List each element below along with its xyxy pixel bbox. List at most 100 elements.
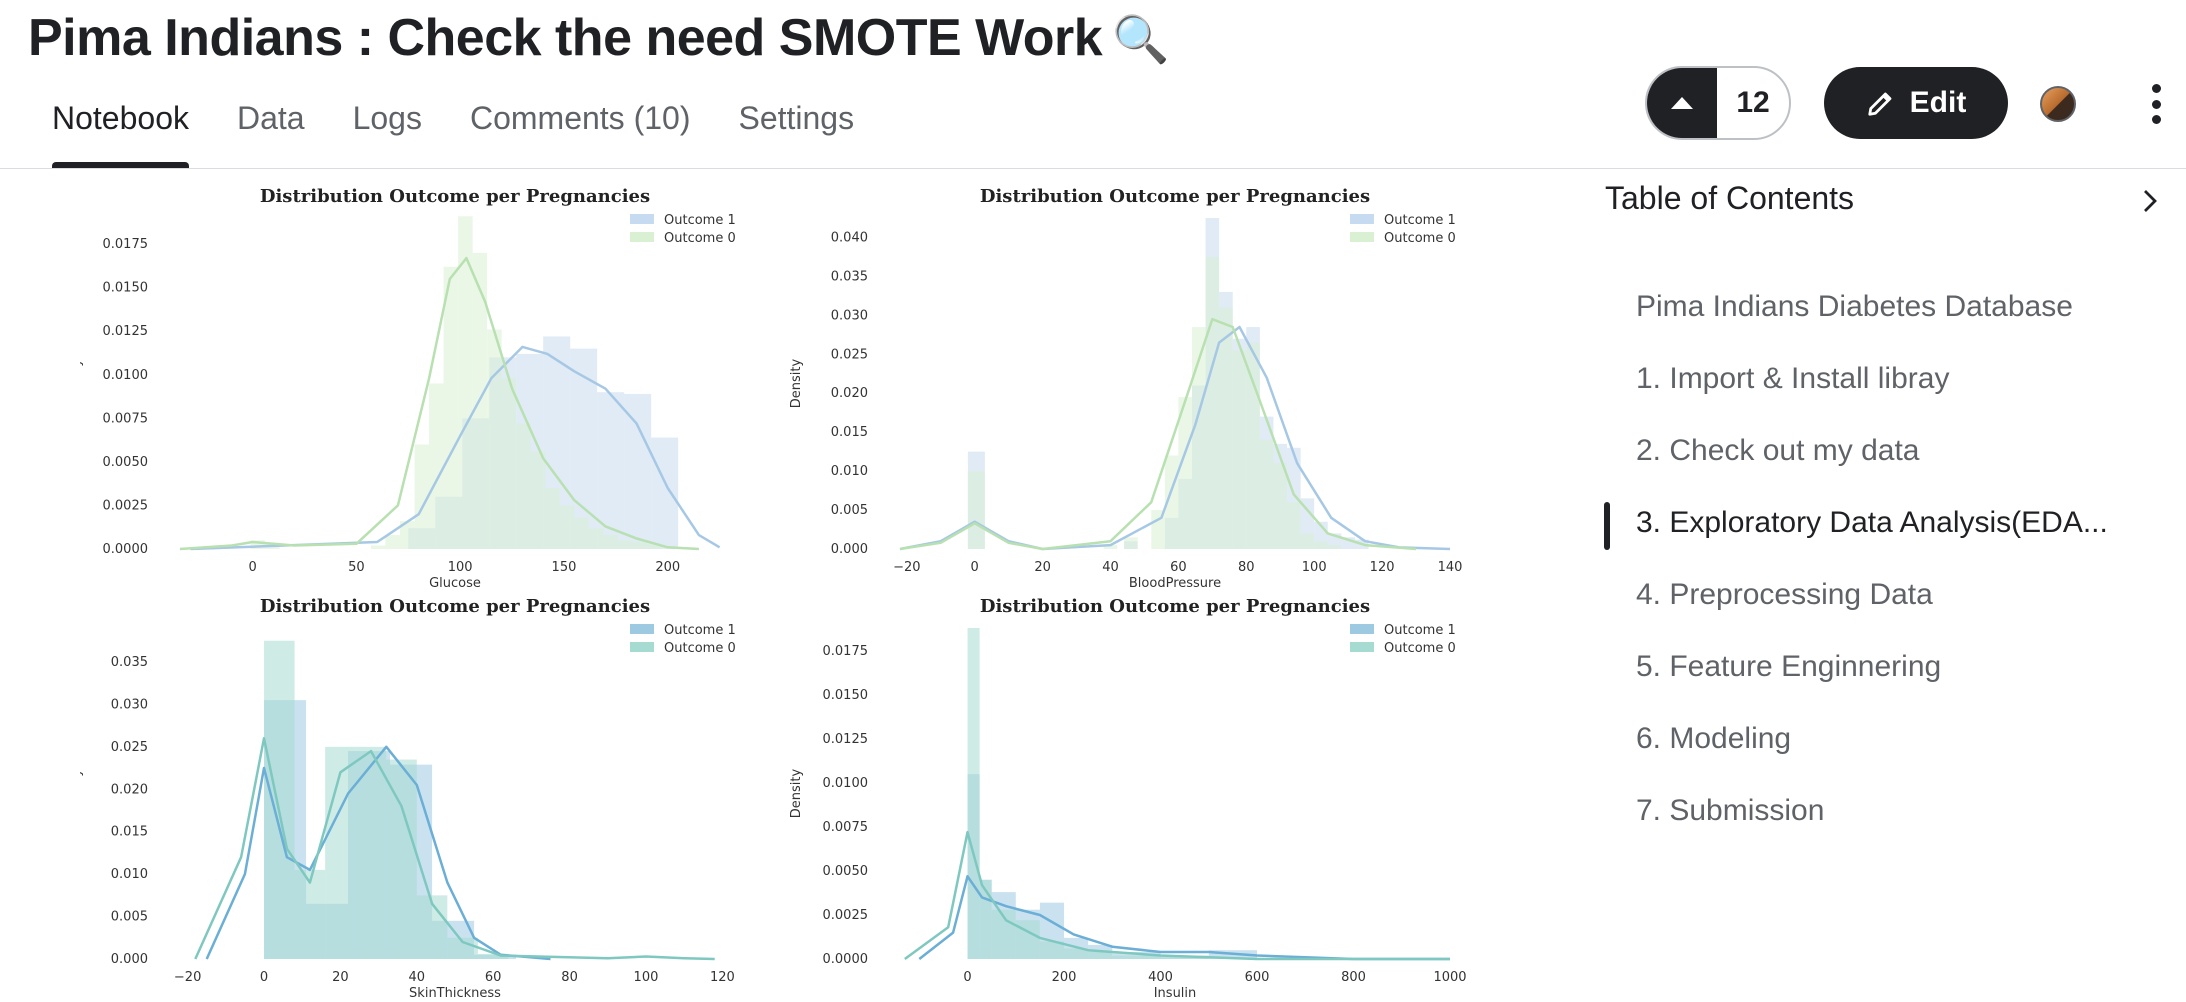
y-tick-label: 0.000 <box>111 952 148 967</box>
y-tick-label: 0.0000 <box>823 952 869 967</box>
upvote-control: 12 <box>1645 66 1791 140</box>
histogram-bar <box>294 869 326 959</box>
histogram-bar <box>1103 545 1118 549</box>
histogram-bar <box>447 937 478 959</box>
distribution-charts: Distribution Outcome per Pregnancies 0 50 1… <box>80 186 1467 1001</box>
more-options-icon[interactable] <box>2144 84 2168 124</box>
tab-settings[interactable]: Settings <box>738 100 855 136</box>
histogram-bar <box>967 628 980 959</box>
edit-button[interactable]: Edit <box>1824 67 2008 139</box>
x-tick-label: −20 <box>174 970 201 985</box>
toc-item[interactable]: 2. Check out my data <box>1636 434 1920 467</box>
toc-item[interactable]: 4. Preprocessing Data <box>1636 578 1933 611</box>
x-tick-label: 80 <box>1238 560 1255 575</box>
x-tick-label: 150 <box>552 560 577 575</box>
histogram-bar <box>370 545 386 549</box>
histogram-bar <box>617 540 633 549</box>
toc-item[interactable]: 5. Feature Enginnering <box>1636 650 1942 683</box>
chart-title: Distribution Outcome per Pregnancies <box>260 186 650 207</box>
histogram-bar <box>1039 941 1065 959</box>
histogram-bar <box>1232 350 1247 549</box>
histogram-bar <box>530 451 546 549</box>
page-title: Pima Indians : Check the need SMOTE Work… <box>28 8 1169 68</box>
kde-line <box>899 325 1451 551</box>
toc-item[interactable]: Pima Indians Diabetes Database <box>1636 290 2073 323</box>
x-tick-label: 120 <box>710 970 735 985</box>
x-tick-label: 400 <box>1148 970 1173 985</box>
caret-up-icon <box>1671 97 1693 109</box>
toc-item[interactable]: 6. Modeling <box>1636 722 1792 755</box>
histogram-bar <box>501 378 517 549</box>
legend-label: Outcome 0 <box>664 641 736 656</box>
y-tick-label: 0.0025 <box>103 498 149 513</box>
y-tick-label: 0.0025 <box>823 908 869 923</box>
header-divider <box>0 168 2186 169</box>
x-axis-label: Insulin <box>1154 986 1197 1001</box>
kde-line <box>190 345 721 551</box>
x-tick-label: 0 <box>249 560 257 575</box>
toc-item[interactable]: 3. Exploratory Data Analysis(EDA... <box>1636 506 2108 539</box>
toc-title: Table of Contents <box>1605 180 1855 216</box>
x-tick-label: 120 <box>1370 560 1395 575</box>
histogram-bar <box>250 540 266 549</box>
histogram-bar <box>516 423 531 549</box>
y-tick-label: 0.0125 <box>823 732 869 747</box>
notebook-tabs: Notebook Data Logs Comments (10) Setting… <box>52 96 902 168</box>
x-axis-label: SkinThickness <box>409 986 501 1001</box>
page-title-text: Pima Indians : Check the need SMOTE Work <box>28 9 1103 67</box>
x-tick-label: 600 <box>1245 970 1270 985</box>
histogram-bar <box>1064 948 1089 959</box>
y-tick-label: 0.000 <box>831 542 868 557</box>
upvote-button[interactable] <box>1647 68 1717 138</box>
histogram-bar <box>1088 951 1113 959</box>
x-tick-label: 20 <box>1034 560 1051 575</box>
kde-line <box>899 317 1417 551</box>
chart-title: Distribution Outcome per Pregnancies <box>980 186 1370 207</box>
y-tick-label: 0.015 <box>831 425 868 440</box>
histogram-bar <box>646 543 662 549</box>
histogram-bar <box>1191 327 1206 549</box>
x-tick-label: 60 <box>1170 560 1187 575</box>
x-tick-label: 80 <box>561 970 578 985</box>
histogram-bar <box>429 383 444 549</box>
y-axis-label: Density <box>789 358 804 408</box>
histogram-bar <box>264 640 295 959</box>
y-axis-label: Density <box>789 768 804 818</box>
y-tick-label: 0.025 <box>111 740 148 755</box>
x-tick-label: 100 <box>448 560 473 575</box>
tab-notebook[interactable]: Notebook <box>52 96 189 168</box>
tab-comments[interactable]: Comments (10) <box>469 100 691 136</box>
y-tick-label: 0.040 <box>831 230 868 245</box>
y-tick-label: 0.0075 <box>823 820 869 835</box>
tab-logs[interactable]: Logs <box>352 100 422 136</box>
y-axis-label: Density <box>80 768 84 818</box>
y-axis-label: Density <box>80 358 84 408</box>
chevron-right-icon[interactable] <box>2135 186 2165 216</box>
histogram-bar <box>414 444 430 549</box>
histogram-bar <box>355 746 387 959</box>
tab-data[interactable]: Data <box>236 100 305 136</box>
y-tick-label: 0.0100 <box>823 776 869 791</box>
histogram-bar <box>624 393 652 549</box>
pencil-icon <box>1868 92 1892 116</box>
histogram-bar <box>1341 537 1355 549</box>
chart-title: Distribution Outcome per Pregnancies <box>980 596 1370 617</box>
x-tick-label: 60 <box>485 970 502 985</box>
x-tick-label: 1000 <box>1433 970 1466 985</box>
legend-swatch <box>1350 624 1374 634</box>
histogram-bar <box>1287 502 1301 549</box>
toc-item[interactable]: 1. Import & Install libray <box>1636 362 1950 395</box>
x-tick-label: 0 <box>963 970 971 985</box>
y-tick-label: 0.0050 <box>823 864 869 879</box>
kde-line <box>205 745 551 961</box>
histogram-bar <box>1178 397 1192 549</box>
y-tick-label: 0.0075 <box>103 411 149 426</box>
avatar[interactable] <box>2040 86 2076 122</box>
x-tick-label: 0 <box>260 970 268 985</box>
toc-item[interactable]: 7. Submission <box>1636 794 1825 827</box>
histogram-bar <box>574 517 589 549</box>
x-tick-label: −20 <box>893 560 920 575</box>
histogram-bar <box>416 895 448 959</box>
x-axis-label: Glucose <box>429 576 481 591</box>
legend-label: Outcome 1 <box>664 623 736 638</box>
